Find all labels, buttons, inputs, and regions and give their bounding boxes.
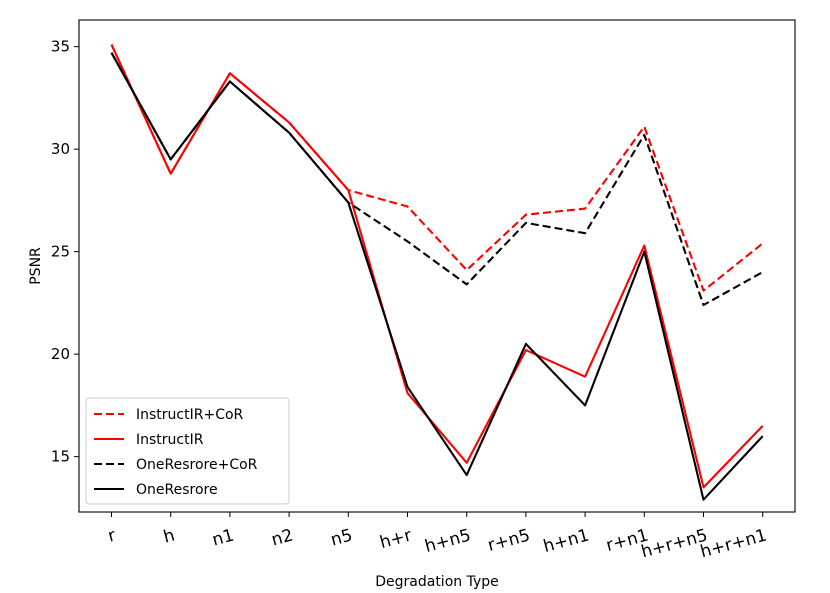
series-line-1 — [110, 44, 764, 489]
x-tick-label: h+r+n1 — [698, 526, 769, 563]
legend-label: InstructIR — [136, 432, 204, 448]
x-tick-label: r+n5 — [486, 526, 533, 556]
y-tick-label: 20 — [51, 345, 70, 363]
y-tick-label: 25 — [51, 243, 70, 261]
legend-label: OneResrore — [136, 482, 218, 498]
x-tick-label: n1 — [210, 526, 236, 551]
x-tick-label: h+r — [378, 526, 414, 554]
legend-label: InstructIR+CoR — [136, 407, 244, 423]
x-tick-label: r — [106, 526, 118, 547]
legend-box — [85, 397, 290, 505]
series-line-3 — [110, 52, 764, 501]
legend: InstructIR+CoR InstructIR OneResrore+CoR On… — [85, 397, 290, 505]
legend-label: OneResrore+CoR — [136, 457, 258, 473]
plot-frame — [78, 19, 796, 513]
series-line-0 — [110, 44, 764, 292]
y-tick-label: 30 — [51, 140, 70, 158]
y-tick-label: 35 — [51, 38, 70, 56]
x-axis-title: Degradation Type — [375, 574, 499, 590]
series-line-2 — [110, 52, 764, 307]
x-axis: r h n1 n2 n5 h+r h+n5 r+n5 h+n1 r+n1h+r+n5h+r+n1 — [106, 512, 769, 562]
x-tick-label: n5 — [329, 526, 355, 551]
x-tick-label: h — [161, 526, 177, 548]
x-tick-label: n2 — [269, 526, 295, 551]
x-tick-label: h+n1 — [541, 526, 591, 557]
y-axis-title: PSNR — [28, 247, 44, 285]
y-tick-label: 15 — [51, 448, 70, 466]
series-lines — [110, 44, 764, 501]
y-axis: 15 20 25 30 35 — [51, 38, 79, 466]
x-tick-label: h+n5 — [423, 526, 473, 557]
